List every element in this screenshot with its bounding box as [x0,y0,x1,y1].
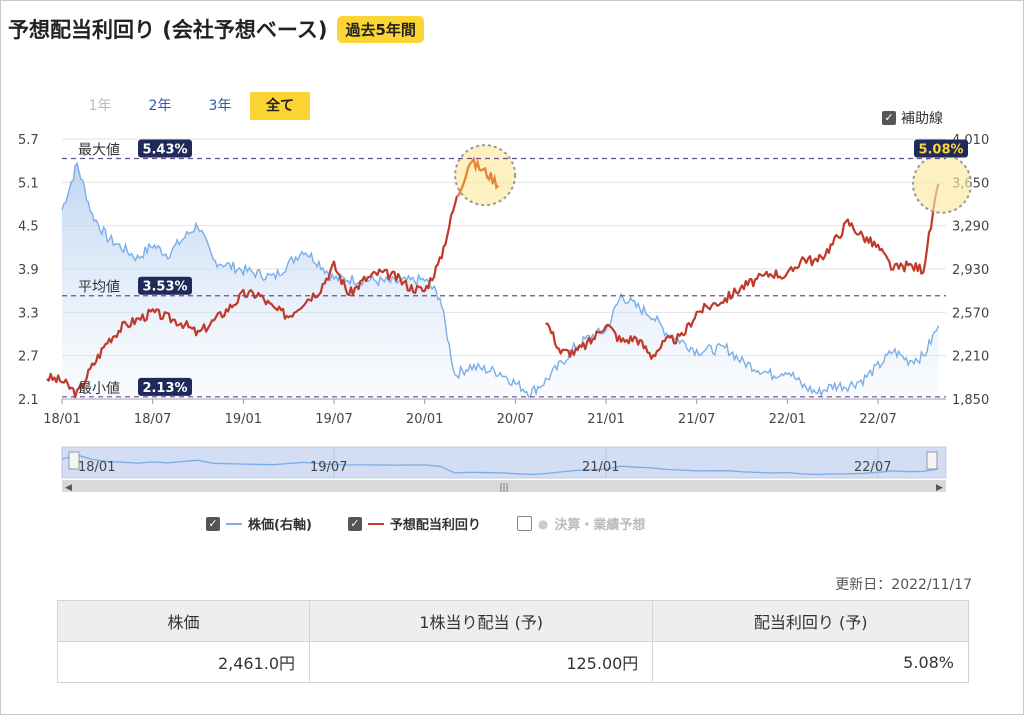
navigator-handle[interactable] [926,451,938,470]
scroll-left-icon: ◀ [65,483,72,493]
navigator-scrollbar[interactable] [62,480,946,492]
navigator-handle[interactable] [68,451,80,470]
reference-badge: 3.53% [142,280,187,295]
max-highlight-circle [454,144,517,207]
left-tick-label: 3.3 [18,306,39,321]
x-tick-label: 18/07 [134,412,171,427]
range-navigator[interactable]: 18/01 19/07 21/01 22/07 ◀ ▶ ||| [61,446,947,493]
x-tick-label: 20/01 [406,412,443,427]
x-tick-label: 18/01 [43,412,80,427]
reference-lines: 最大値 5.43% 平均値 3.53% 最小値 2.13% 5.08% [62,139,968,398]
tab-2y[interactable]: 2年 [148,98,172,114]
stock-price-area [62,163,939,399]
legend-dividend-yield[interactable]: ✓ 予想配当利回り [347,514,481,533]
summary-header: 配当利回り (予) [652,600,969,642]
x-tick-label: 21/01 [587,412,624,427]
left-axis-ticks: 5.7 5.1 4.5 3.9 3.3 2.7 2.1 [18,133,39,408]
navigator-label: 21/01 [582,460,619,475]
left-tick-label: 4.5 [18,220,39,235]
page-title: 予想配当利回り (会社予想ベース) [8,18,328,42]
legend-label: 決算・業績予想 [554,518,646,533]
period-badge: 過去5年間 [337,15,424,43]
reference-badge-bg [138,139,192,158]
reference-badge-bg [138,377,192,396]
header: 予想配当利回り (会社予想ベース) 過去5年間 [8,14,424,44]
period-tabs: 1年 2年 3年 全て [70,92,310,120]
legend-swatch [367,522,384,525]
stock-price-line [61,161,940,398]
right-tick-label: 2,570 [952,306,989,321]
left-tick-label: 2.1 [18,393,39,408]
navigator-label: 22/07 [854,460,891,475]
left-tick-label: 5.7 [18,133,39,148]
tab-3y[interactable]: 3年 [208,98,232,114]
right-tick-label: 1,850 [952,393,989,408]
legend-label: 株価(右軸) [248,518,312,533]
x-tick-label: 19/01 [225,412,262,427]
navigator-series [61,454,939,476]
reference-label: 平均値 [78,280,120,296]
right-tick-label: 3,290 [952,220,989,235]
scroll-right-icon: ▶ [936,483,943,493]
series-layer [46,144,972,399]
left-tick-label: 5.1 [18,176,39,191]
summary-header: 株価 [56,600,311,642]
summary-header: 1株当り配当 (予) [309,600,654,642]
legend-stock-price[interactable]: ✓ 株価(右軸) [206,514,312,533]
reference-badge-bg [138,276,192,295]
dividend-yield-line [46,157,940,399]
stock-price-value: 2,461.0円 [56,641,311,683]
latest-highlight-circle [912,153,972,214]
aux-lines-toggle[interactable]: ✓ 補助線 [882,108,943,128]
navigator-label: 19/07 [310,460,347,475]
latest-badge-bg [914,139,968,158]
checkbox-checked-icon: ✓ [347,516,362,531]
updated-date: 更新日：2022/11/17 [835,577,972,593]
x-tick-label: 19/07 [315,412,352,427]
summary-table: 株価 1株当り配当 (予) 配当利回り (予) 2,461.0円 125.00円… [56,600,969,683]
dividend-per-share-value: 125.00円 [309,641,654,683]
x-axis-ticks: 18/01 18/07 19/01 19/07 20/01 20/07 21/01 21/07… [43,399,897,427]
checkbox-checked-icon: ✓ [882,111,896,125]
summary-header-row: 株価 1株当り配当 (予) 配当利回り (予) [56,600,969,642]
aux-lines-label: 補助線 [901,111,943,127]
dot-icon: ● [537,516,549,531]
scroll-grip-icon: ||| [499,483,508,493]
left-tick-label: 2.7 [18,350,39,365]
latest-badge: 5.08% [918,143,963,158]
x-tick-label: 22/01 [769,412,806,427]
navigator-label: 18/01 [78,460,115,475]
dividend-yield-chart: 5.75.14.53.93.32.72.1 4,0103,6503,2902,9… [18,133,989,493]
legend-swatch [226,522,242,525]
dividend-yield-value: 5.08% [652,641,969,683]
tab-1y[interactable]: 1年 [88,98,112,114]
reference-badge: 2.13% [142,381,187,396]
legend-earnings[interactable]: ● 決算・業績予想 [516,514,646,533]
summary-value-row: 2,461.0円 125.00円 5.08% [56,641,969,683]
x-tick-label: 22/07 [859,412,896,427]
legend-label: 予想配当利回り [389,518,481,533]
reference-label: 最小値 [78,381,120,397]
x-tick-label: 21/07 [678,412,715,427]
reference-badge: 5.43% [142,143,187,158]
left-tick-label: 3.9 [18,263,39,278]
x-tick-label: 20/07 [497,412,534,427]
checkbox-checked-icon: ✓ [206,516,220,531]
right-tick-label: 2,930 [952,263,989,278]
right-tick-label: 2,210 [952,350,989,365]
chart-legend: ✓ 株価(右軸) ✓ 予想配当利回り ● 決算・業績予想 [206,514,645,533]
tab-all[interactable]: 全て [250,92,310,120]
checkbox-unchecked-icon [516,516,532,531]
reference-label: 最大値 [78,143,120,159]
highlighted-yield-segment [456,156,500,198]
